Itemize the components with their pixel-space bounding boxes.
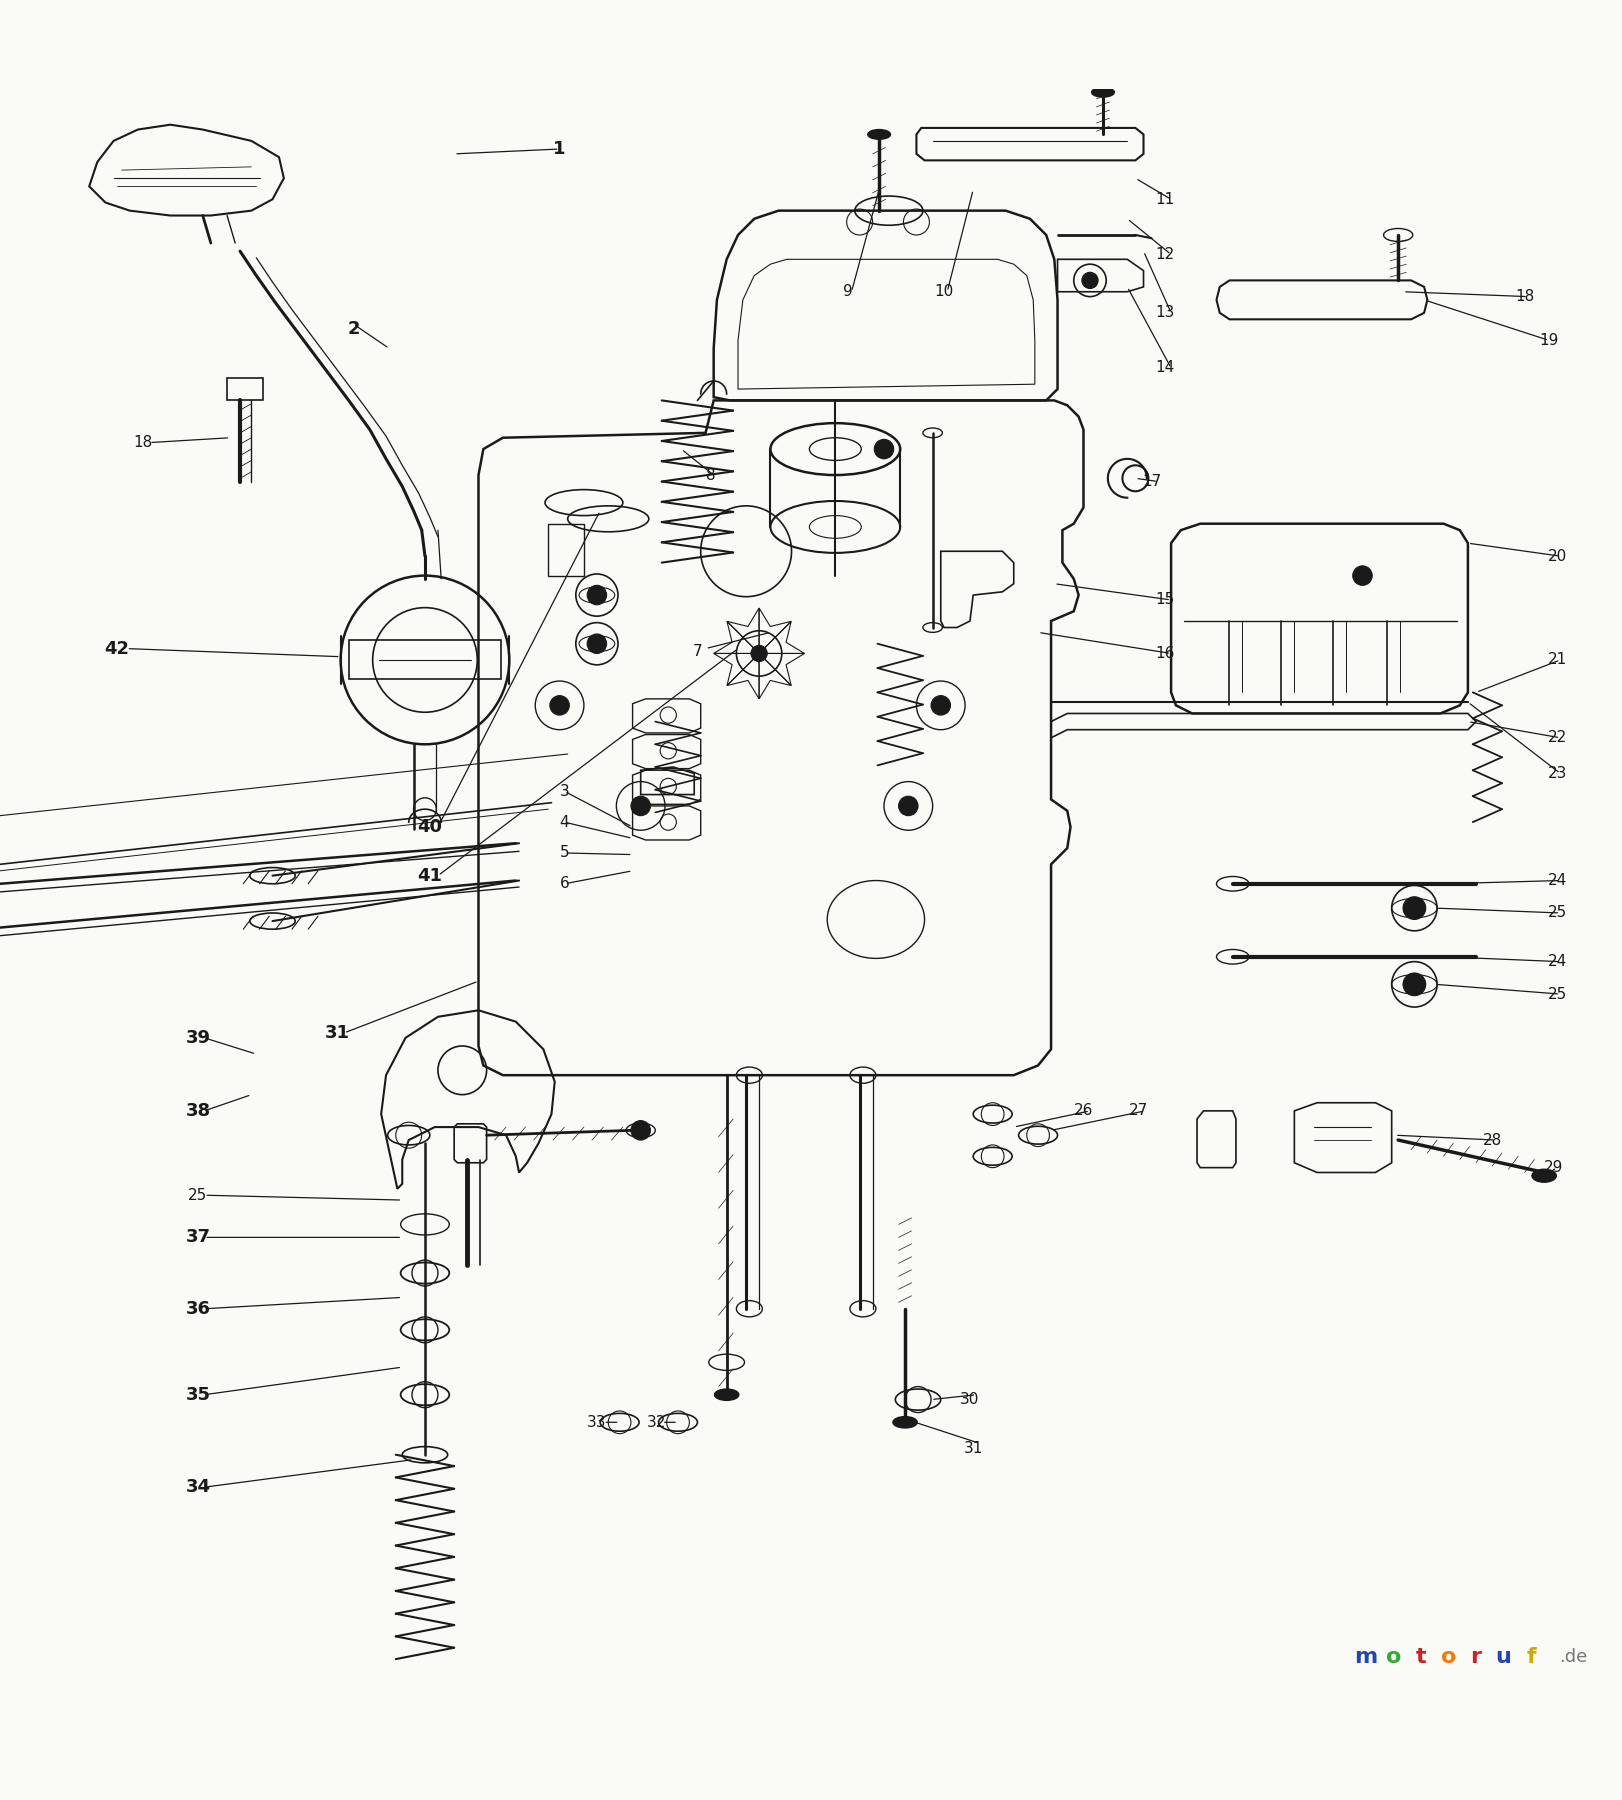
- Text: 9: 9: [843, 284, 853, 299]
- Text: 5: 5: [560, 846, 569, 860]
- Bar: [548, 524, 584, 576]
- Text: 25: 25: [1547, 986, 1567, 1001]
- Text: r: r: [1471, 1647, 1481, 1667]
- Text: 24: 24: [1547, 873, 1567, 887]
- Text: 18: 18: [133, 436, 152, 450]
- Ellipse shape: [868, 130, 890, 139]
- Text: 4: 4: [560, 815, 569, 830]
- Text: 26: 26: [1074, 1103, 1093, 1118]
- Text: 32: 32: [647, 1415, 667, 1429]
- Text: 7: 7: [693, 644, 702, 659]
- Text: f: f: [1526, 1647, 1536, 1667]
- Circle shape: [1082, 272, 1098, 288]
- Text: 27: 27: [1129, 1103, 1148, 1118]
- Text: .de: .de: [1559, 1649, 1586, 1667]
- Text: 17: 17: [1142, 473, 1161, 490]
- Text: 23: 23: [1547, 767, 1567, 781]
- Text: 13: 13: [1155, 306, 1174, 320]
- Text: 18: 18: [1515, 290, 1534, 304]
- Text: m: m: [1354, 1647, 1377, 1667]
- Text: 28: 28: [1483, 1132, 1502, 1148]
- Text: 25: 25: [188, 1188, 208, 1202]
- Circle shape: [751, 646, 767, 662]
- Text: 3: 3: [560, 783, 569, 799]
- Text: 38: 38: [185, 1102, 211, 1120]
- Text: 22: 22: [1547, 731, 1567, 745]
- Text: 24: 24: [1547, 954, 1567, 968]
- Text: 15: 15: [1155, 592, 1174, 607]
- Circle shape: [631, 796, 650, 815]
- Text: o: o: [1440, 1647, 1457, 1667]
- Text: 16: 16: [1155, 646, 1174, 661]
- Text: 36: 36: [185, 1300, 211, 1318]
- Text: 33: 33: [587, 1415, 607, 1429]
- Text: 41: 41: [417, 866, 443, 884]
- Circle shape: [874, 439, 894, 459]
- Circle shape: [1403, 896, 1426, 920]
- Text: 34: 34: [185, 1478, 211, 1496]
- Text: 8: 8: [706, 468, 715, 482]
- Circle shape: [631, 1121, 650, 1139]
- Circle shape: [587, 585, 607, 605]
- Text: 12: 12: [1155, 247, 1174, 263]
- Ellipse shape: [1531, 1170, 1557, 1183]
- Bar: [349, 641, 501, 679]
- Circle shape: [587, 634, 607, 653]
- Text: 40: 40: [417, 817, 443, 835]
- Ellipse shape: [715, 1390, 740, 1400]
- Text: 19: 19: [1539, 333, 1559, 347]
- Text: 42: 42: [104, 639, 130, 657]
- Ellipse shape: [1092, 88, 1114, 97]
- Text: 39: 39: [185, 1030, 211, 1048]
- Text: 31: 31: [963, 1440, 983, 1456]
- Circle shape: [550, 695, 569, 715]
- Text: 6: 6: [560, 877, 569, 891]
- Text: t: t: [1416, 1647, 1426, 1667]
- Text: o: o: [1385, 1647, 1401, 1667]
- Text: u: u: [1495, 1647, 1512, 1667]
- Ellipse shape: [894, 1417, 918, 1427]
- Circle shape: [1403, 974, 1426, 995]
- Text: 11: 11: [1155, 193, 1174, 207]
- Circle shape: [1353, 565, 1372, 585]
- Text: 37: 37: [185, 1228, 211, 1246]
- Text: 29: 29: [1544, 1161, 1564, 1175]
- Circle shape: [899, 796, 918, 815]
- Text: 14: 14: [1155, 360, 1174, 376]
- Text: 10: 10: [934, 284, 954, 299]
- Text: 1: 1: [553, 140, 566, 158]
- Text: 2: 2: [347, 320, 360, 338]
- Text: 31: 31: [324, 1024, 350, 1042]
- Text: 35: 35: [185, 1386, 211, 1404]
- Circle shape: [931, 695, 950, 715]
- Text: 25: 25: [1547, 905, 1567, 920]
- Text: 21: 21: [1547, 652, 1567, 668]
- Text: 30: 30: [960, 1391, 980, 1408]
- Bar: [227, 378, 263, 400]
- Text: 20: 20: [1547, 549, 1567, 563]
